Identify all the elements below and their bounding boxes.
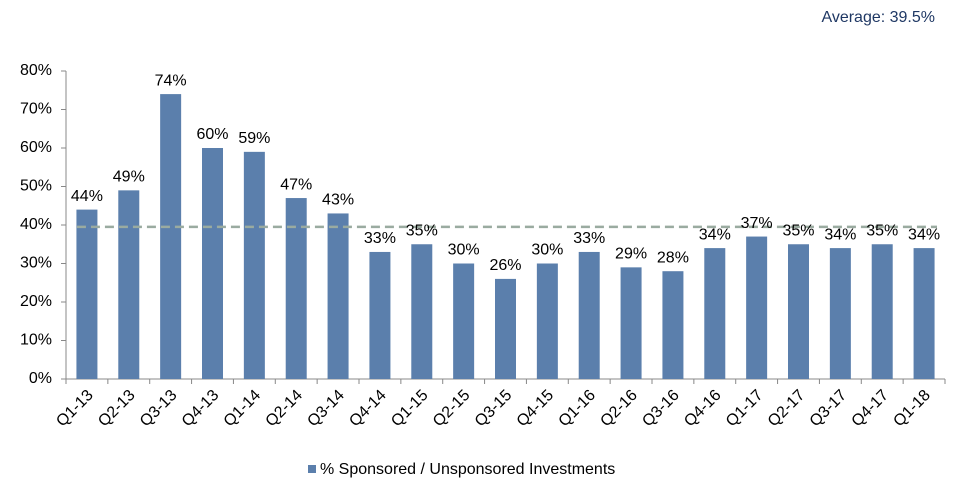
x-tick-label: Q1-17 [723, 387, 767, 431]
x-tick-label: Q1-13 [53, 387, 97, 431]
y-tick-label: 80% [20, 62, 52, 79]
bar [620, 267, 642, 379]
data-label: 28% [657, 249, 689, 266]
bar [829, 248, 851, 379]
bar [704, 248, 726, 379]
data-label: 30% [531, 242, 563, 259]
data-label: 33% [573, 230, 605, 247]
bar [160, 94, 182, 379]
bar [76, 209, 98, 379]
data-label: 44% [71, 188, 103, 205]
data-label: 26% [489, 257, 521, 274]
data-label: 37% [741, 215, 773, 232]
y-tick-label: 10% [20, 332, 52, 349]
bar [871, 244, 893, 379]
y-tick-label: 60% [20, 139, 52, 156]
x-tick-label: Q4-17 [849, 387, 893, 431]
data-label: 49% [113, 169, 145, 186]
bar [202, 148, 223, 379]
bar [913, 248, 935, 379]
y-tick-label: 0% [29, 370, 52, 387]
x-tick-label: Q2-13 [95, 387, 139, 431]
data-label: 29% [615, 246, 647, 263]
y-tick-label: 40% [20, 216, 52, 233]
legend-label: % Sponsored / Unsponsored Investments [320, 461, 615, 478]
x-tick-label: Q2-15 [430, 387, 474, 431]
bar [118, 190, 140, 379]
bar [369, 251, 391, 379]
x-tick-label: Q2-16 [597, 387, 641, 431]
bar [746, 236, 768, 379]
x-tick-label: Q1-16 [556, 387, 600, 431]
data-label: 35% [406, 222, 438, 239]
x-tick-label: Q4-13 [179, 387, 223, 431]
x-tick-label: Q2-17 [765, 387, 809, 431]
data-label: 60% [196, 126, 228, 143]
data-label: 43% [322, 192, 354, 209]
bar [578, 251, 600, 379]
bar [327, 213, 349, 379]
data-label: 74% [155, 72, 187, 89]
bar [536, 263, 558, 379]
x-tick-label: Q1-15 [388, 387, 432, 431]
x-tick-label: Q2-14 [263, 387, 307, 431]
x-tick-label: Q3-15 [472, 387, 516, 431]
y-tick-label: 30% [20, 255, 52, 272]
data-label: 35% [782, 222, 814, 239]
data-label: 33% [364, 230, 396, 247]
bar [411, 244, 433, 379]
x-tick-label: Q3-17 [807, 387, 851, 431]
x-tick-label: Q4-16 [681, 387, 725, 431]
bar [453, 263, 475, 379]
data-label: 34% [824, 226, 856, 243]
x-tick-label: Q3-16 [639, 387, 683, 431]
data-label: 59% [238, 130, 270, 147]
average-annotation: Average: 39.5% [821, 9, 935, 26]
x-tick-label: Q1-14 [221, 387, 265, 431]
data-label: 30% [448, 242, 480, 259]
y-tick-label: 50% [20, 178, 52, 195]
data-label: 47% [280, 176, 312, 193]
bar [495, 278, 516, 379]
legend-swatch [308, 465, 316, 473]
data-label: 34% [908, 226, 940, 243]
data-label: 34% [699, 226, 731, 243]
y-tick-label: 20% [20, 293, 52, 310]
x-tick-label: Q3-13 [137, 387, 181, 431]
bar [243, 151, 265, 379]
y-tick-label: 70% [20, 101, 52, 118]
data-label: 35% [866, 222, 898, 239]
bar [788, 244, 809, 379]
bar [662, 271, 684, 379]
x-tick-label: Q1-18 [890, 387, 934, 431]
x-tick-label: Q4-14 [346, 387, 390, 431]
x-tick-label: Q4-15 [514, 387, 558, 431]
x-tick-label: Q3-14 [304, 387, 348, 431]
bar [285, 198, 307, 379]
